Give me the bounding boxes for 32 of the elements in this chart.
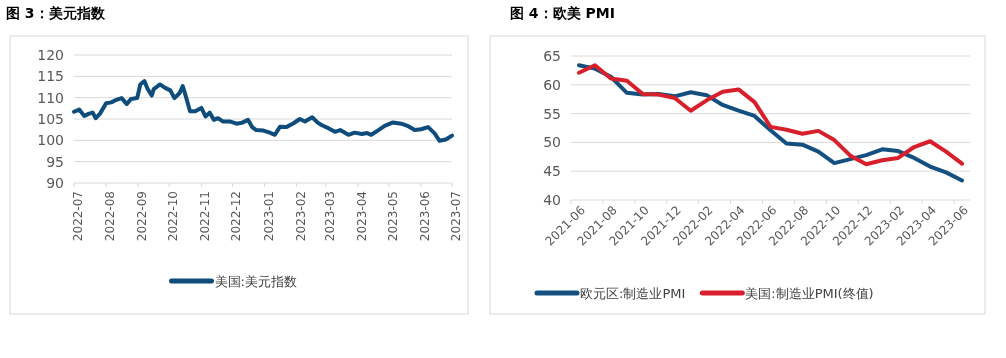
y-tick-label: 90: [46, 175, 64, 191]
y-tick-label: 110: [37, 89, 64, 106]
x-tick-label: 2022-08: [103, 191, 118, 242]
x-tick-label: 2023-01: [261, 191, 276, 242]
x-tick-label: 2022-11: [198, 191, 213, 242]
y-tick-label: 105: [37, 111, 64, 127]
legend-label: 美国:制造业PMI(终值): [745, 286, 874, 301]
chart-title: 图 3：美元指数: [6, 5, 106, 21]
y-tick-label: 40: [543, 192, 561, 208]
y-tick-label: 115: [37, 68, 64, 85]
x-tick-label: 2023-05: [385, 191, 400, 242]
x-tick-label: 2023-04: [354, 191, 369, 242]
x-tick-label: 2023-03: [322, 191, 337, 242]
y-tick-label: 100: [37, 132, 64, 149]
legend-label: 欧元区:制造业PMI: [580, 286, 686, 301]
x-tick-label: 2023-02: [293, 191, 308, 242]
y-tick-label: 65: [543, 48, 561, 64]
y-tick-label: 120: [37, 47, 64, 63]
legend-label: 美国:美元指数: [214, 274, 297, 289]
chart-title: 图 4：欧美 PMI: [510, 5, 615, 21]
x-tick-label: 2022-12: [229, 191, 244, 242]
y-tick-label: 50: [543, 134, 561, 151]
x-tick-label: 2022-07: [71, 191, 85, 242]
x-tick-label: 2022-09: [135, 191, 150, 242]
y-tick-label: 60: [543, 76, 561, 93]
y-tick-label: 95: [46, 153, 64, 170]
y-tick-label: 45: [543, 163, 561, 180]
x-tick-label: 2022-10: [166, 191, 181, 242]
y-tick-label: 55: [543, 105, 561, 122]
line-series: [72, 79, 454, 143]
x-tick-label: 2023-06: [417, 191, 432, 242]
x-tick-label: 2023-07: [449, 191, 463, 242]
